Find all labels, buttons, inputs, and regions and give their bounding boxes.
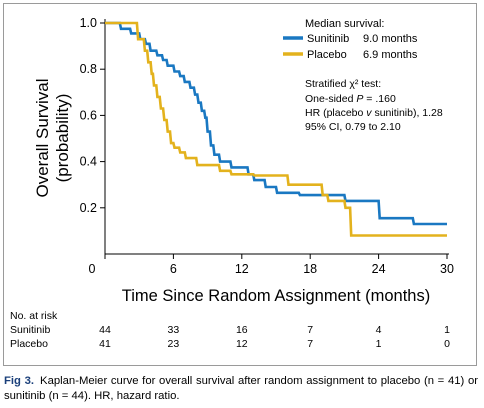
legend-label-placebo: Placebo — [307, 49, 347, 61]
annotation-p-suffix: = .160 — [363, 93, 396, 105]
x-tick-label: 24 — [372, 262, 386, 276]
x-tick-label: 18 — [303, 262, 317, 276]
series-line-sunitinib — [105, 21, 447, 226]
risk-count-placebo: 7 — [307, 338, 313, 350]
y-axis-title-line2: (probability) — [53, 94, 72, 183]
axes: 0.2 0.4 0.6 0.8 1.0 0 6 12 18 24 30 Overall Surviva… — [33, 16, 454, 305]
statistics-annotation: Stratified χ² test: One-sided P = .160 HR … — [305, 78, 443, 133]
series-lines — [105, 21, 447, 237]
y-axis-title: Overall Survival(probability) — [33, 78, 72, 197]
annotation-p-value: One-sided P = .160 — [305, 93, 396, 105]
series-line-placebo — [105, 21, 447, 237]
risk-count-sunitinib: 7 — [307, 324, 313, 336]
y-axis-title-line1: Overall Survival — [33, 78, 52, 197]
figure-caption: Fig 3. Kaplan-Meier curve for overall sur… — [4, 374, 478, 404]
annotation-test-name: Stratified χ² test: — [305, 78, 381, 90]
risk-count-placebo: 12 — [236, 338, 248, 350]
risk-row-label-sunitinib: Sunitinib — [10, 324, 50, 336]
legend-title: Median survival: — [305, 18, 384, 30]
risk-count-sunitinib: 33 — [168, 324, 180, 336]
y-tick-label: 1.0 — [80, 16, 97, 30]
x-tick-label: 6 — [170, 262, 177, 276]
x-axis-title: Time Since Random Assignment (months) — [122, 287, 430, 305]
figure-frame — [3, 3, 477, 366]
x-tick-label: 30 — [440, 262, 454, 276]
risk-count-placebo: 1 — [376, 338, 382, 350]
annotation-confidence-interval: 95% CI, 0.79 to 2.10 — [305, 121, 401, 133]
risk-table-title: No. at risk — [10, 310, 58, 322]
annotation-hr-v: v — [366, 107, 372, 119]
annotation-hazard-ratio: HR (placebo v sunitinib), 1.28 — [305, 107, 443, 119]
legend-median-sunitinib: 9.0 months — [363, 33, 418, 45]
risk-count-sunitinib: 16 — [236, 324, 248, 336]
y-tick-label: 0.4 — [80, 155, 97, 169]
x-tick-label: 12 — [235, 262, 249, 276]
risk-row-label-placebo: Placebo — [10, 338, 48, 350]
y-tick-label: 0.2 — [80, 201, 97, 215]
annotation-hr-suffix: sunitinib), 1.28 — [372, 107, 443, 119]
annotation-p-symbol: P — [356, 93, 363, 105]
risk-count-sunitinib: 1 — [444, 324, 450, 336]
risk-count-placebo: 23 — [168, 338, 180, 350]
risk-count-sunitinib: 4 — [376, 324, 382, 336]
legend-label-sunitinib: Sunitinib — [307, 33, 349, 45]
y-tick-label: 0.8 — [80, 62, 97, 76]
y-tick-label: 0.6 — [80, 108, 97, 122]
caption-text: Kaplan-Meier curve for overall survival … — [4, 375, 478, 402]
risk-count-placebo: 0 — [444, 338, 450, 350]
legend-median-placebo: 6.9 months — [363, 49, 418, 61]
annotation-hr-prefix: HR (placebo — [305, 107, 366, 119]
risk-count-sunitinib: 44 — [99, 324, 111, 336]
annotation-p-prefix: One-sided — [305, 93, 356, 105]
risk-count-placebo: 41 — [99, 338, 111, 350]
x-tick-label: 0 — [89, 262, 96, 276]
figure-label: Fig 3. — [4, 375, 35, 387]
legend: Median survival: Sunitinib 9.0 months Place… — [283, 18, 418, 61]
